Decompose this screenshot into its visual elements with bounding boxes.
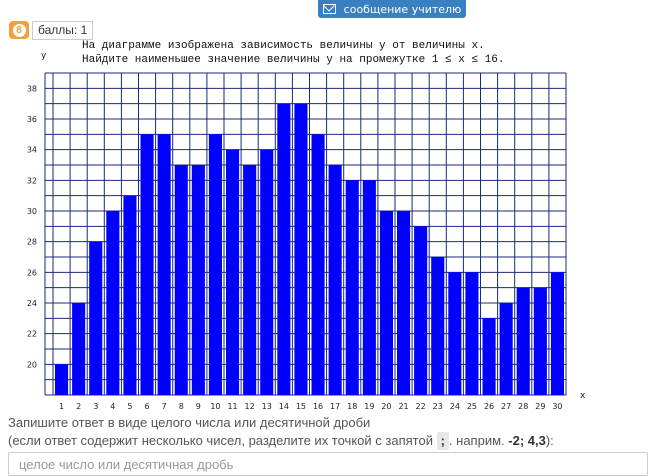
bar — [157, 134, 171, 396]
y-tick-label: 26 — [27, 268, 37, 277]
answer-input[interactable] — [8, 452, 648, 476]
hint-mid: . наприм. — [448, 433, 505, 448]
x-tick-label: 17 — [330, 402, 340, 411]
x-tick-label: 8 — [179, 402, 184, 411]
answer-hint: Запишите ответ в виде целого числа или д… — [8, 414, 554, 450]
message-teacher-button[interactable]: сообщение учителю — [318, 0, 466, 18]
mail-icon — [322, 4, 336, 14]
bar — [414, 226, 428, 395]
task-line-2: Найдите наименьшее значение величины y н… — [82, 54, 505, 66]
x-tick-label: 24 — [450, 402, 460, 411]
x-tick-label: 10 — [210, 402, 220, 411]
answer-hint-line-1: Запишите ответ в виде целого числа или д… — [8, 415, 371, 430]
bar — [72, 303, 86, 395]
y-tick-label: 32 — [27, 176, 37, 185]
x-tick-label: 29 — [535, 402, 545, 411]
bar — [345, 180, 359, 395]
x-tick-label: 5 — [127, 402, 132, 411]
question-number-badge: 8 — [9, 21, 29, 39]
x-tick-label: 22 — [416, 402, 426, 411]
x-tick-label: 25 — [467, 402, 477, 411]
x-tick-label: 20 — [381, 402, 391, 411]
bar — [226, 149, 240, 395]
x-tick-label: 12 — [245, 402, 255, 411]
y-tick-label: 30 — [27, 207, 37, 216]
y-tick-label: 28 — [27, 238, 37, 247]
bar — [311, 134, 325, 396]
y-axis-label: y — [41, 51, 47, 61]
bar — [106, 211, 120, 395]
x-tick-label: 27 — [501, 402, 511, 411]
bar — [397, 211, 411, 395]
answer-hint-line-2: (если ответ содержит несколько чисел, ра… — [8, 432, 554, 450]
bar — [277, 103, 291, 396]
bar — [379, 211, 393, 395]
x-tick-label: 1 — [59, 402, 64, 411]
task-text: На диаграмме изображена зависимость вели… — [82, 39, 504, 67]
x-tick-label: 3 — [93, 402, 98, 411]
bar — [243, 165, 257, 395]
bar — [89, 241, 103, 395]
x-tick-label: 4 — [110, 402, 115, 411]
x-tick-label: 23 — [433, 402, 443, 411]
bar — [362, 180, 376, 395]
x-tick-label: 6 — [145, 402, 150, 411]
task-line-1: На диаграмме изображена зависимость вели… — [82, 40, 485, 52]
hint-suffix: ): — [545, 433, 554, 448]
bar — [516, 287, 530, 395]
bar — [140, 134, 154, 396]
hint-prefix: (если ответ содержит несколько чисел, ра… — [8, 433, 433, 448]
x-tick-label: 16 — [313, 402, 323, 411]
separator-chip: ; — [436, 432, 449, 450]
points-label: баллы: 1 — [32, 20, 94, 40]
x-tick-label: 11 — [227, 402, 237, 411]
message-teacher-label: сообщение учителю — [343, 2, 462, 16]
bar — [328, 165, 342, 395]
x-tick-label: 13 — [262, 402, 272, 411]
x-tick-label: 26 — [484, 402, 494, 411]
y-tick-label: 36 — [27, 115, 37, 124]
y-tick-label: 24 — [27, 299, 37, 308]
hint-example: -2; 4,3 — [508, 433, 546, 448]
bar — [294, 103, 308, 396]
bar — [260, 149, 274, 395]
y-tick-label: 22 — [27, 330, 37, 339]
bar — [448, 272, 462, 395]
x-tick-label: 30 — [552, 402, 562, 411]
x-tick-label: 21 — [398, 402, 408, 411]
x-tick-label: 15 — [296, 402, 306, 411]
bar — [465, 272, 479, 395]
bar — [208, 134, 222, 396]
y-tick-label: 34 — [27, 146, 37, 155]
bar — [123, 195, 137, 395]
x-tick-label: 18 — [347, 402, 357, 411]
x-tick-label: 19 — [364, 402, 374, 411]
bar — [550, 272, 564, 395]
bar — [191, 165, 205, 395]
x-tick-label: 7 — [162, 402, 167, 411]
x-tick-label: 2 — [76, 402, 81, 411]
bar — [533, 287, 547, 395]
x-tick-label: 9 — [196, 402, 201, 411]
bar — [482, 318, 496, 395]
bar — [431, 257, 445, 395]
question-number: 8 — [12, 23, 26, 37]
x-axis-label: x — [580, 391, 586, 401]
bar — [55, 364, 69, 395]
y-tick-label: 20 — [27, 360, 37, 369]
bar — [174, 165, 188, 395]
bar — [499, 303, 513, 395]
x-tick-label: 14 — [279, 402, 289, 411]
question-header: 8 баллы: 1 — [9, 20, 94, 40]
y-tick-label: 38 — [27, 84, 37, 93]
x-tick-label: 28 — [518, 402, 528, 411]
